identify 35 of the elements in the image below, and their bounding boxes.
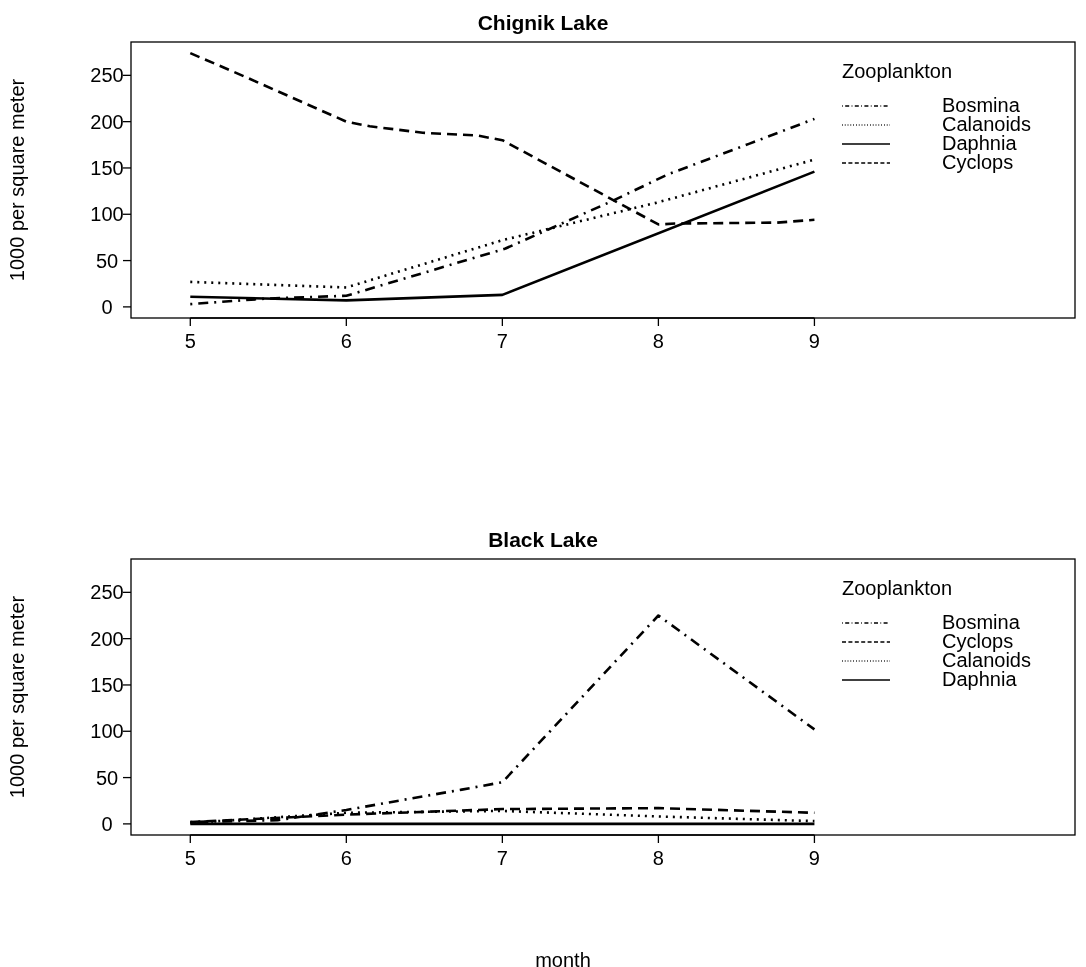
text: Bosmina — [942, 94, 1021, 116]
y-tick-label: 150 — [90, 673, 124, 696]
x-tick-label: 8 — [652, 847, 664, 869]
y-tick-label: 100 — [90, 720, 124, 743]
y-tick-label: 50 — [95, 766, 119, 789]
x-tick-label: 9 — [808, 330, 820, 352]
y-tick-label: 250 — [90, 64, 124, 87]
text: Daphnia — [942, 132, 1018, 154]
y-tick-label: 0 — [101, 295, 113, 318]
y-tick-label: 0 — [101, 812, 113, 835]
chart-title: Black Lake — [488, 528, 598, 551]
x-tick-label: 9 — [808, 847, 820, 869]
y-axis-title: 1000 per square meter — [6, 78, 28, 282]
x-tick-label: 6 — [340, 330, 352, 352]
x-axis-title: month — [535, 949, 591, 967]
x-tick-label: 5 — [184, 847, 196, 869]
y-axis-title: 1000 per square meter — [6, 595, 28, 799]
y-tick-label: 250 — [90, 581, 124, 604]
x-tick-label: 6 — [340, 847, 352, 869]
text: Cyclops — [942, 630, 1014, 652]
chart-title: Chignik Lake — [477, 11, 609, 34]
x-tick-label: 5 — [184, 330, 196, 352]
text: Calanoids — [942, 113, 1031, 135]
x-tick-label: 7 — [496, 330, 508, 352]
legend-title: Zooplankton — [842, 577, 953, 599]
text: Daphnia — [942, 668, 1018, 690]
x-tick-label: 7 — [496, 847, 508, 869]
legend-title: Zooplankton — [842, 60, 953, 82]
y-tick-label: 150 — [90, 156, 124, 179]
x-tick-label: 8 — [652, 330, 664, 352]
y-tick-label: 100 — [90, 203, 124, 226]
text: Bosmina — [942, 611, 1021, 633]
y-tick-label: 200 — [90, 627, 124, 650]
y-tick-label: 50 — [95, 249, 119, 272]
y-tick-label: 200 — [90, 110, 124, 133]
